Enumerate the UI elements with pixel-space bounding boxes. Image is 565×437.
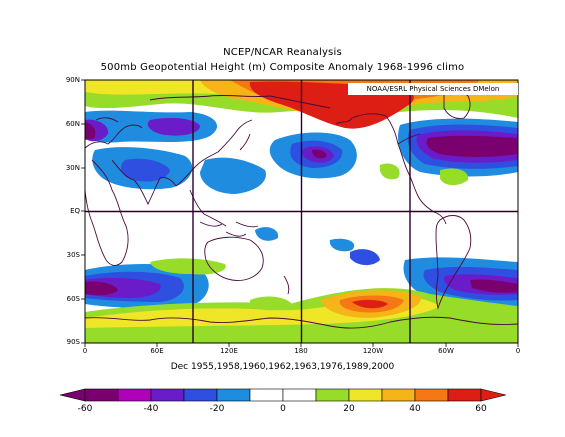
grid-lines [85, 80, 518, 343]
colorbar-label: -40 [143, 404, 159, 414]
credit-label: NOAA/ESRL Physical Sciences DMelon [348, 83, 518, 95]
coastline-antarctica [85, 316, 518, 329]
lat-label-90s: 90S [66, 338, 80, 346]
map-title: NCEP/NCAR Reanalysis [223, 47, 342, 58]
lat-label-eq: EQ [70, 207, 80, 215]
lon-label-0-east: 0 [515, 347, 521, 355]
colorbar-cell [282, 388, 317, 402]
lat-label-30n: 30N [65, 164, 80, 172]
lat-label-60s: 60S [66, 295, 80, 303]
colorbar-label: 0 [280, 404, 286, 414]
axis-ticks [81, 79, 519, 347]
colorbar-cell [117, 388, 152, 402]
colorbar-cell [150, 388, 185, 402]
colorbar-label: 40 [409, 404, 421, 414]
lon-label-60e: 60E [150, 347, 164, 355]
colorbar-right-arrow [480, 388, 507, 402]
colorbar-cell [348, 388, 383, 402]
coastline-south-america [435, 215, 472, 310]
lon-label-60w: 60W [438, 347, 454, 355]
colorbar-cell [315, 388, 350, 402]
lat-label-30s: 30S [66, 251, 80, 259]
map-frame [84, 79, 519, 344]
colorbar-cell [249, 388, 284, 402]
lat-label-60n: 60N [65, 120, 80, 128]
lon-label-180: 180 [294, 347, 308, 355]
colorbar-cell [447, 388, 482, 402]
colorbar-label: 20 [343, 404, 355, 414]
colorbar-cell [414, 388, 449, 402]
lon-label-120e: 120E [220, 347, 238, 355]
colorbar-left-arrow [59, 388, 86, 402]
colorbar-cell [381, 388, 416, 402]
colorbar-cell [84, 388, 119, 402]
colorbar-cell [183, 388, 218, 402]
coastline-australia [204, 236, 264, 281]
colorbar-label: -20 [209, 404, 225, 414]
coastline-africa [85, 159, 129, 266]
colorbar [59, 388, 507, 402]
map-subtitle: 500mb Geopotential Height (m) Composite … [100, 62, 465, 73]
lon-label-120w: 120W [362, 347, 384, 355]
composite-years-caption: Dec 1955,1958,1960,1962,1963,1976,1989,2… [170, 362, 395, 372]
lon-label-0-west: 0 [82, 347, 88, 355]
colorbar-label: 60 [475, 404, 487, 414]
lat-label-90n: 90N [65, 76, 80, 84]
colorbar-cell [216, 388, 251, 402]
colorbar-label: -60 [77, 404, 93, 414]
